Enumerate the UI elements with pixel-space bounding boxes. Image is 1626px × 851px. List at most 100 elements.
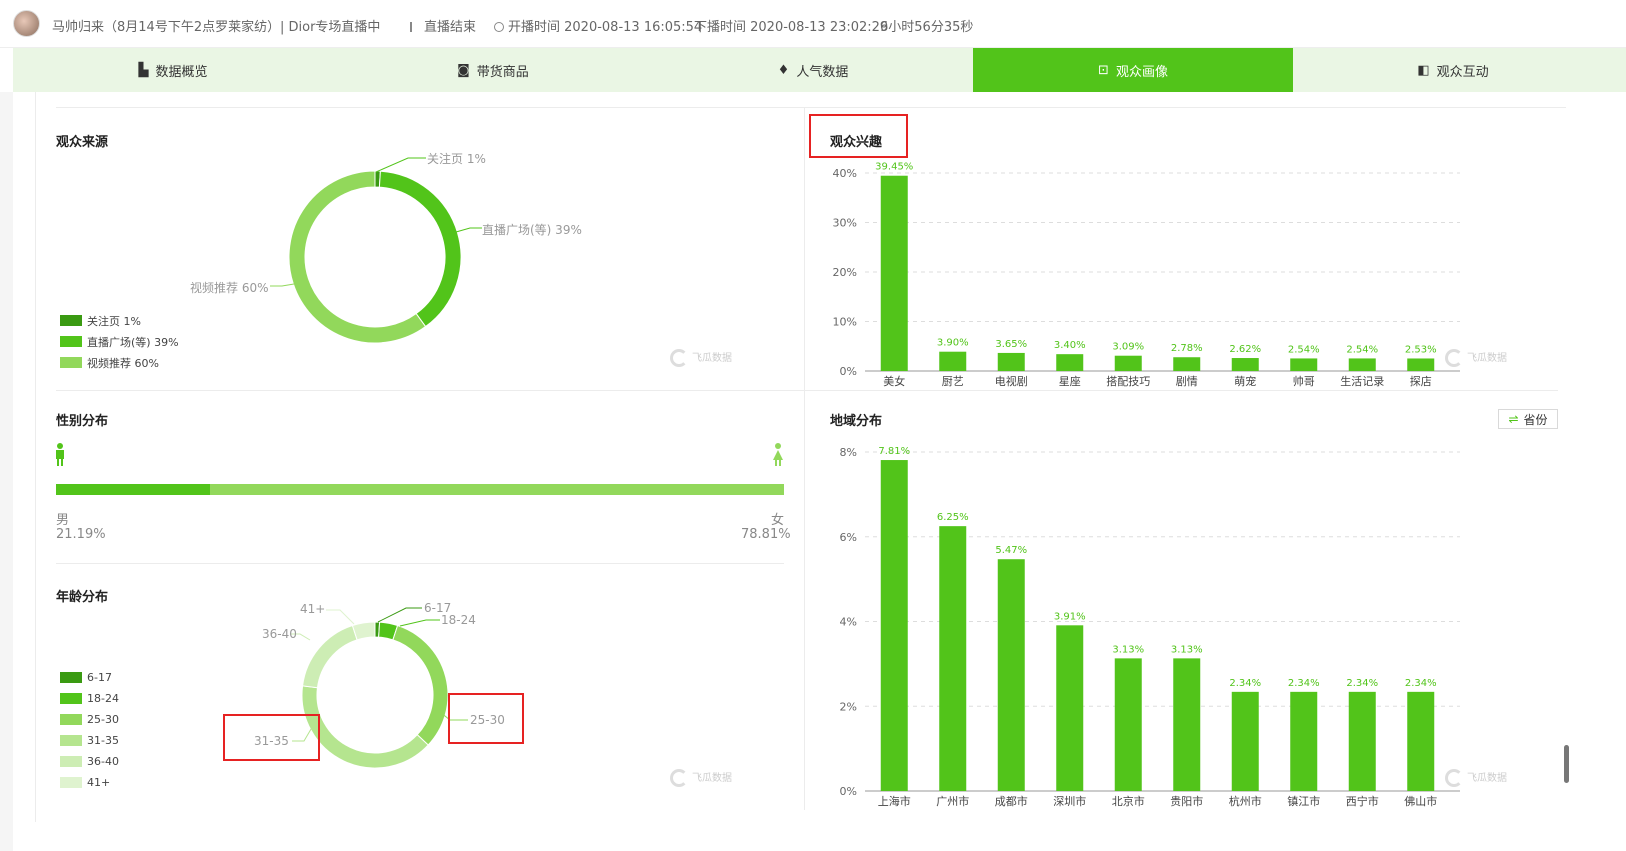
y-tick-label: 6% xyxy=(840,531,857,544)
source-leader-lines xyxy=(270,157,482,287)
bar[interactable] xyxy=(939,351,967,371)
bar-value-label: 3.13% xyxy=(1171,644,1203,655)
legend-item[interactable]: 25-30 xyxy=(60,709,119,730)
bar[interactable] xyxy=(1407,691,1435,791)
age-label-25-30: 25-30 xyxy=(470,713,505,727)
male-ratio-fill xyxy=(56,484,211,495)
clock-icon xyxy=(494,22,504,32)
divider-middle xyxy=(56,390,1558,391)
divider-vertical xyxy=(804,108,805,810)
watermark: 飞瓜数据 xyxy=(1445,349,1507,367)
tab-bar: ▙ 数据概览 ◙ 带货商品 ♦ 人气数据 ⊡ 观众画像 ◧ 观众互动 xyxy=(13,48,1626,92)
x-tick-label: 西宁市 xyxy=(1346,794,1379,808)
donut-slice[interactable] xyxy=(288,170,427,344)
basket-icon: ◙ xyxy=(457,62,470,78)
y-tick-label: 2% xyxy=(840,700,857,713)
bar-chart-icon: ▙ xyxy=(138,62,149,78)
streamer-avatar[interactable] xyxy=(13,10,40,37)
x-tick-label: 萌宠 xyxy=(1234,374,1256,388)
bar[interactable] xyxy=(1231,358,1259,371)
tab-interaction[interactable]: ◧ 观众互动 xyxy=(1417,62,1489,80)
streamer-name[interactable]: 马帅归来（8月14号下午2点罗莱家纺） xyxy=(52,20,281,35)
scrollbar-thumb[interactable] xyxy=(1564,745,1569,783)
x-tick-label: 上海市 xyxy=(878,794,911,808)
age-label-36-40: 36-40 xyxy=(262,627,297,641)
x-tick-label: 生活记录 xyxy=(1340,374,1384,388)
bar-value-label: 3.09% xyxy=(1112,342,1144,353)
bar[interactable] xyxy=(997,352,1025,371)
bar[interactable] xyxy=(1290,691,1318,791)
tab-products[interactable]: ◙ 带货商品 xyxy=(457,62,529,80)
x-tick-label: 美女 xyxy=(883,374,905,388)
tab-overview[interactable]: ▙ 数据概览 xyxy=(138,62,208,80)
legend-item[interactable]: 关注页 1% xyxy=(60,310,179,331)
bar-value-label: 39.45% xyxy=(875,162,913,173)
bar[interactable] xyxy=(1056,625,1084,791)
bar[interactable] xyxy=(1407,358,1435,371)
legend-item[interactable]: 6-17 xyxy=(60,667,119,688)
source-label-video: 视频推荐 60% xyxy=(190,281,269,295)
legend-item[interactable]: 18-24 xyxy=(60,688,119,709)
bar[interactable] xyxy=(1348,358,1376,371)
bar-value-label: 2.34% xyxy=(1346,678,1378,689)
province-toggle-button[interactable]: ⇌ 省份 xyxy=(1498,409,1558,429)
left-rail xyxy=(0,92,13,851)
highlight-box-31-35 xyxy=(223,714,320,761)
flame-icon: ♦ xyxy=(777,62,790,78)
bar-value-label: 3.40% xyxy=(1054,340,1086,351)
duration: 6小时56分35秒 xyxy=(880,20,974,35)
divider-gender-age xyxy=(56,563,784,564)
y-tick-label: 30% xyxy=(833,217,857,230)
bar[interactable] xyxy=(880,460,908,791)
female-percent: 78.81% xyxy=(741,527,791,542)
bar-value-label: 2.78% xyxy=(1171,343,1203,354)
bar[interactable] xyxy=(1056,354,1084,371)
bar[interactable] xyxy=(1114,658,1142,791)
bar[interactable] xyxy=(880,175,908,371)
female-label: 女 xyxy=(771,513,785,528)
male-label: 男 xyxy=(56,513,70,528)
x-tick-label: 探店 xyxy=(1410,374,1432,388)
portrait-icon: ⊡ xyxy=(1098,62,1109,78)
x-tick-label: 镇江市 xyxy=(1287,794,1320,808)
x-tick-label: 剧情 xyxy=(1176,375,1198,388)
legend-item[interactable]: 31-35 xyxy=(60,730,119,751)
bar-value-label: 3.65% xyxy=(995,339,1027,350)
live-header: 马帅归来（8月14号下午2点罗莱家纺） | Dior专场直播中 直播结束 开播时… xyxy=(0,0,1626,48)
x-tick-label: 贵阳市 xyxy=(1170,794,1203,808)
watermark: 飞瓜数据 xyxy=(1445,769,1507,787)
x-tick-label: 成都市 xyxy=(995,794,1028,808)
y-tick-label: 20% xyxy=(833,266,857,279)
y-tick-label: 0% xyxy=(840,365,857,378)
bar[interactable] xyxy=(1348,691,1376,791)
bar[interactable] xyxy=(1173,658,1201,791)
legend-item[interactable]: 视频推荐 60% xyxy=(60,352,179,373)
y-tick-label: 8% xyxy=(840,446,857,459)
tab-popularity[interactable]: ♦ 人气数据 xyxy=(777,62,849,80)
legend-item[interactable]: 41+ xyxy=(60,772,119,793)
bar[interactable] xyxy=(939,526,967,791)
bar[interactable] xyxy=(997,559,1025,791)
age-title: 年龄分布 xyxy=(56,590,109,605)
bar-value-label: 2.34% xyxy=(1288,678,1320,689)
bar[interactable] xyxy=(1290,358,1318,371)
bar-value-label: 7.81% xyxy=(878,446,910,457)
region-bar-chart: 0% 2% 4% 6% 8% 7.81% 上海市 6.25% 广州市 5.47% 成都市 3.91% 深… xyxy=(840,446,1460,808)
source-title: 观众来源 xyxy=(56,135,109,150)
bar[interactable] xyxy=(1231,691,1259,791)
bar[interactable] xyxy=(1173,357,1201,371)
tab-audience-portrait[interactable]: ⊡ 观众画像 xyxy=(973,48,1293,92)
legend-item[interactable]: 直播广场(等) 39% xyxy=(60,331,179,352)
age-label-41-plus: 41+ xyxy=(300,602,326,616)
age-donut xyxy=(301,621,449,769)
y-tick-label: 40% xyxy=(833,167,857,180)
legend-item[interactable]: 36-40 xyxy=(60,751,119,772)
highlight-box-interest xyxy=(809,114,908,158)
male-icon xyxy=(56,443,64,466)
donut-slice[interactable] xyxy=(351,621,376,641)
x-tick-label: 厨艺 xyxy=(942,375,964,388)
x-tick-label: 深圳市 xyxy=(1053,794,1086,808)
source-label-plaza: 直播广场(等) 39% xyxy=(482,223,582,237)
bar[interactable] xyxy=(1114,355,1142,371)
female-icon xyxy=(773,443,783,466)
